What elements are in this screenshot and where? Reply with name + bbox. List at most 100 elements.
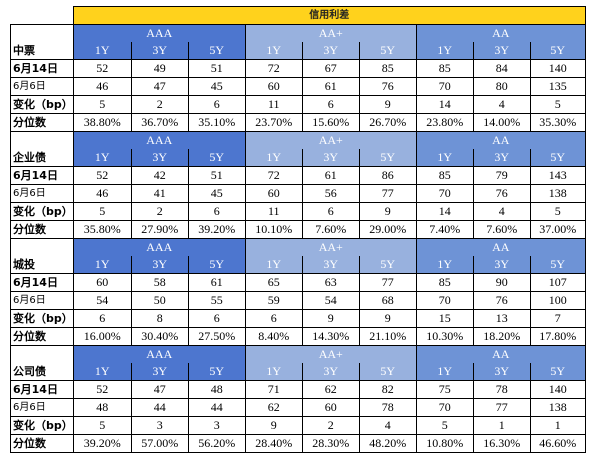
tenor-header: 1Y [72,256,132,274]
table-cell: 2 [130,95,189,114]
tenor-header: 1Y [244,42,303,60]
tenor-header: 5Y [187,363,246,381]
tenor-header: 3Y [130,149,189,167]
table-cell: 6 [301,95,360,114]
table-cell: 60 [72,273,132,292]
table-cell: 45 [187,184,246,203]
tenor-header: 5Y [529,149,586,167]
group-aa-plus-header: AA+ [244,345,417,363]
table-cell: 44 [130,398,189,417]
table-cell: 2 [130,202,189,221]
group-aa-header: AA [415,345,586,363]
group-aa-plus-header: AA+ [244,131,417,149]
table-cell: 56 [301,184,360,203]
tenor-header: 3Y [301,256,360,274]
tenor-header: 3Y [301,42,360,60]
table-cell: 6 [72,309,132,328]
table-cell: 27.50% [187,327,246,346]
table-cell: 35.80% [72,220,132,239]
tenor-header: 3Y [130,256,189,274]
table-cell: 28.40% [244,434,303,453]
section-name: 城投 [10,256,74,274]
table-cell: 35.30% [529,113,586,132]
table-cell: 5 [72,416,132,435]
tenor-header: 5Y [358,363,417,381]
table-cell: 61 [187,273,246,292]
table-cell: 67 [301,59,360,78]
table-cell: 138 [529,398,586,417]
table-cell: 70 [415,398,474,417]
table-cell: 100 [529,291,586,310]
table-cell: 80 [472,77,531,96]
section-header-tenors: 中票 1Y 3Y 5Y 1Y 3Y 5Y 1Y 3Y 5Y [10,42,586,60]
table-cell: 4 [472,95,531,114]
table-cell: 75 [415,380,474,399]
table-cell: 35.10% [187,113,246,132]
table-cell: 72 [244,59,303,78]
row-june-6: 6月6日 46 47 45 60 61 76 70 80 135 [10,77,586,96]
table-cell: 61 [301,166,360,185]
table-cell: 5 [72,95,132,114]
table-cell: 72 [244,166,303,185]
table-cell: 85 [415,166,474,185]
table-cell: 14 [415,95,474,114]
table-cell: 62 [301,380,360,399]
table-cell: 23.70% [244,113,303,132]
table-cell: 8.40% [244,327,303,346]
table-cell: 138 [529,184,586,203]
table-cell: 140 [529,59,586,78]
section-header-tenors: 城投 1Y 3Y 5Y 1Y 3Y 5Y 1Y 3Y 5Y [10,256,586,274]
table-cell: 79 [472,166,531,185]
table-cell: 42 [130,166,189,185]
table-cell: 17.80% [529,327,586,346]
row-change-bp: 变化（bp） 5 3 3 9 2 4 5 1 1 [10,416,586,435]
table-cell: 76 [472,291,531,310]
section-header-groups: AAA AA+ AA [10,345,586,363]
table-cell: 52 [72,166,132,185]
group-aa-plus-header: AA+ [244,238,417,256]
section-name-top [10,238,74,256]
tenor-header: 5Y [187,149,246,167]
table-cell: 39.20% [187,220,246,239]
table-cell: 46 [72,77,132,96]
table-cell: 58 [130,273,189,292]
table-cell: 54 [72,291,132,310]
table-cell: 51 [187,59,246,78]
credit-spread-table: 信用利差 AAA AA+ AA 中票 1Y 3Y 5Y 1Y 3Y 5Y 1Y 3Y 5Y 6月14日 52… [10,6,586,453]
table-cell: 82 [358,380,417,399]
table-cell: 68 [358,291,417,310]
row-june-14: 6月14日 60 58 61 65 63 77 85 90 107 [10,273,586,292]
table-cell: 7.60% [301,220,360,239]
section-name-top [10,24,74,42]
table-cell: 85 [358,59,417,78]
row-label: 分位数 [10,113,74,132]
table-cell: 78 [472,380,531,399]
table-cell: 28.30% [301,434,360,453]
table-cell: 39.20% [72,434,132,453]
table-cell: 27.90% [130,220,189,239]
table-cell: 9 [358,95,417,114]
row-change-bp: 变化（bp） 5 2 6 11 6 9 14 4 5 [10,95,586,114]
tenor-header: 1Y [415,363,474,381]
row-label: 6月14日 [10,166,74,185]
group-aaa-header: AAA [72,238,246,256]
table-cell: 18.20% [472,327,531,346]
group-aaa-header: AAA [72,24,246,42]
table-cell: 54 [301,291,360,310]
table-cell: 59 [244,291,303,310]
row-percentile: 分位数 39.20% 57.00% 56.20% 28.40% 28.30% 48.20% 1… [10,434,586,453]
table-cell: 107 [529,273,586,292]
row-percentile: 分位数 38.80% 36.70% 35.10% 23.70% 15.60% 26.70% 2… [10,113,586,132]
table-cell: 23.80% [415,113,474,132]
table-cell: 57.00% [130,434,189,453]
tenor-header: 3Y [301,363,360,381]
row-label: 6月6日 [10,398,74,417]
tenor-header: 1Y [244,149,303,167]
row-june-6: 6月6日 46 41 45 60 56 77 70 76 138 [10,184,586,203]
row-label: 变化（bp） [10,416,74,435]
table-cell: 60 [301,398,360,417]
table-cell: 84 [472,59,531,78]
table-cell: 38.80% [72,113,132,132]
table-cell: 140 [529,380,586,399]
table-cell: 8 [130,309,189,328]
